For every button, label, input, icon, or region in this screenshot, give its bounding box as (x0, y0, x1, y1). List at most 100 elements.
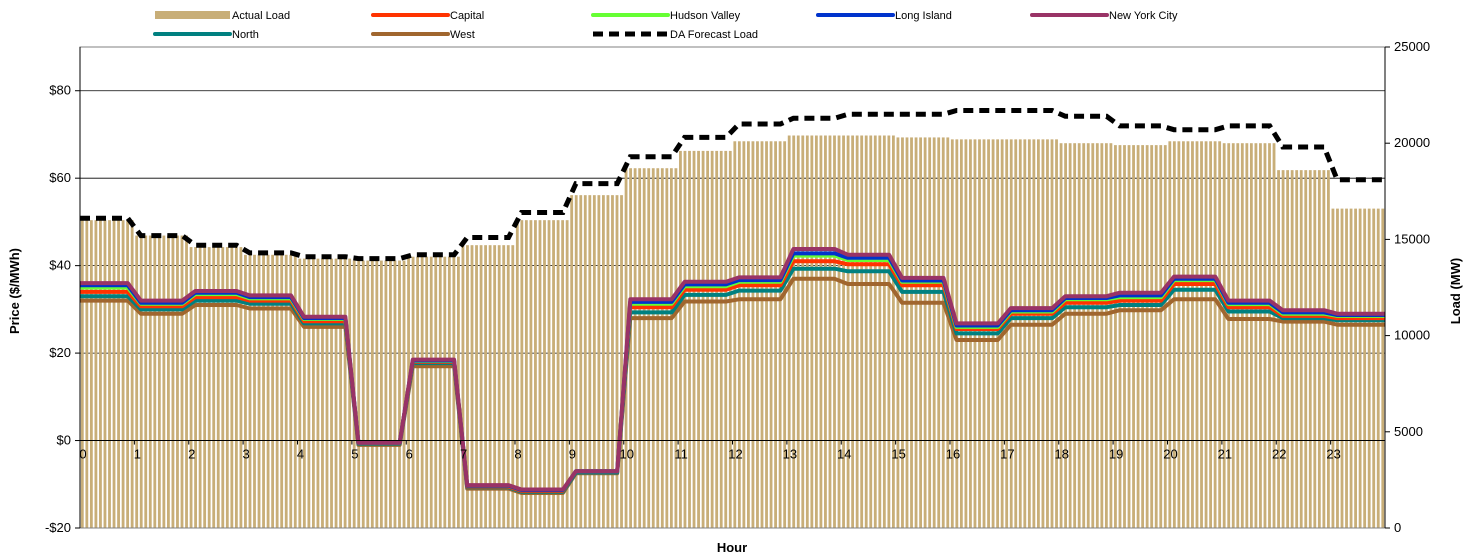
actual-load-bar (1141, 145, 1145, 528)
actual-load-bar (1032, 139, 1036, 529)
actual-load-bar (688, 150, 691, 528)
actual-load-bar (420, 256, 424, 528)
actual-load-bar (316, 258, 320, 528)
actual-load-bar (144, 235, 148, 528)
actual-load-bar (330, 258, 333, 528)
x-tick-label: 0 (79, 447, 86, 462)
actual-load-bar (157, 235, 161, 528)
actual-load-bar (1014, 139, 1018, 529)
actual-load-bar (547, 220, 551, 528)
x-tick-label: 9 (569, 447, 576, 462)
actual-load-bar (1231, 143, 1235, 528)
legend-item-long-island: Long Island (816, 10, 952, 22)
actual-load-bar (778, 141, 782, 528)
actual-load-bar (611, 195, 614, 528)
actual-load-bar (1018, 139, 1022, 529)
legend-label: Capital (450, 10, 484, 22)
actual-load-bar (80, 220, 84, 528)
actual-load-bar (271, 254, 275, 529)
actual-load-bar (139, 235, 143, 528)
actual-load-bar (389, 260, 392, 528)
actual-load-bar (1240, 143, 1244, 528)
x-tick-label: 23 (1326, 447, 1340, 462)
actual-load-bar (855, 135, 859, 528)
actual-load-bar (706, 150, 710, 528)
actual-load-bar (864, 135, 868, 528)
actual-load-bar (597, 195, 601, 528)
actual-load-bar (887, 135, 891, 528)
actual-load-bar (375, 260, 379, 528)
actual-load-bar (1349, 208, 1353, 528)
actual-load-bar (334, 258, 338, 528)
actual-load-bar (1168, 141, 1172, 528)
actual-load-bar (402, 260, 406, 528)
actual-load-bar (737, 141, 741, 528)
actual-load-bar (302, 258, 306, 528)
actual-load-bar (89, 220, 93, 528)
actual-load-bar (1263, 143, 1267, 528)
actual-load-bar (94, 220, 98, 528)
actual-load-bar (910, 137, 913, 529)
actual-load-bar (1336, 208, 1339, 528)
actual-load-bar (570, 195, 574, 528)
actual-load-bar (85, 220, 89, 528)
actual-load-bar (262, 254, 265, 529)
actual-load-bar (561, 220, 565, 528)
actual-load-bar (1091, 143, 1095, 528)
actual-load-bar (932, 137, 936, 529)
x-tick-label: 16 (946, 447, 960, 462)
actual-load-bar (506, 245, 510, 528)
actual-load-bar (756, 141, 759, 528)
actual-load-bar (1295, 170, 1299, 529)
actual-load-bar (583, 195, 587, 528)
x-tick-label: 10 (620, 447, 634, 462)
actual-load-bar (384, 260, 388, 528)
actual-load-bar (1059, 143, 1063, 528)
actual-load-bar (488, 245, 492, 528)
actual-load-bar (620, 195, 623, 528)
y-right-tick-label: 5000 (1394, 424, 1423, 439)
actual-load-bar (629, 168, 632, 528)
actual-load-bar (851, 135, 855, 528)
actual-load-bar (928, 137, 932, 529)
actual-load-bar (760, 141, 764, 528)
actual-load-bar (660, 168, 664, 528)
actual-load-bar (1055, 139, 1058, 529)
actual-load-bar (339, 258, 342, 528)
actual-load-bar (167, 235, 170, 528)
actual-load-bar (1354, 208, 1357, 528)
actual-load-bar (774, 141, 777, 528)
actual-load-bar (253, 254, 256, 529)
y-axis-left-title: Price ($/MWh) (7, 248, 22, 334)
actual-load-bar (638, 168, 642, 528)
actual-load-bar (1073, 143, 1077, 528)
actual-load-bar (873, 135, 877, 528)
actual-load-bar (860, 135, 864, 528)
actual-load-bar (529, 220, 533, 528)
actual-load-bar (117, 220, 120, 528)
legend-swatch (155, 11, 230, 19)
y-left-tick-label: -$20 (45, 520, 71, 535)
legend-label: West (450, 29, 475, 41)
actual-load-bar (452, 256, 456, 528)
actual-load-bar (425, 256, 429, 528)
legend-item-west: West (371, 29, 475, 41)
x-tick-label: 11 (674, 447, 688, 462)
actual-load-bar (1145, 145, 1149, 528)
actual-load-bar (602, 195, 605, 528)
x-tick-label: 18 (1055, 447, 1069, 462)
actual-load-bar (484, 245, 487, 528)
actual-load-bar (1218, 141, 1222, 528)
actual-load-bar (665, 168, 669, 528)
x-tick-label: 19 (1109, 447, 1123, 462)
actual-load-bar (923, 137, 927, 529)
actual-load-bar (1041, 139, 1045, 529)
actual-load-bar (103, 220, 107, 528)
actual-load-bar (1340, 208, 1344, 528)
actual-load-bar (810, 135, 814, 528)
actual-load-bar (615, 195, 619, 528)
x-tick-label: 2 (188, 447, 195, 462)
actual-load-bar (1082, 143, 1086, 528)
actual-load-bar (1254, 143, 1258, 528)
actual-load-bar (728, 150, 732, 528)
